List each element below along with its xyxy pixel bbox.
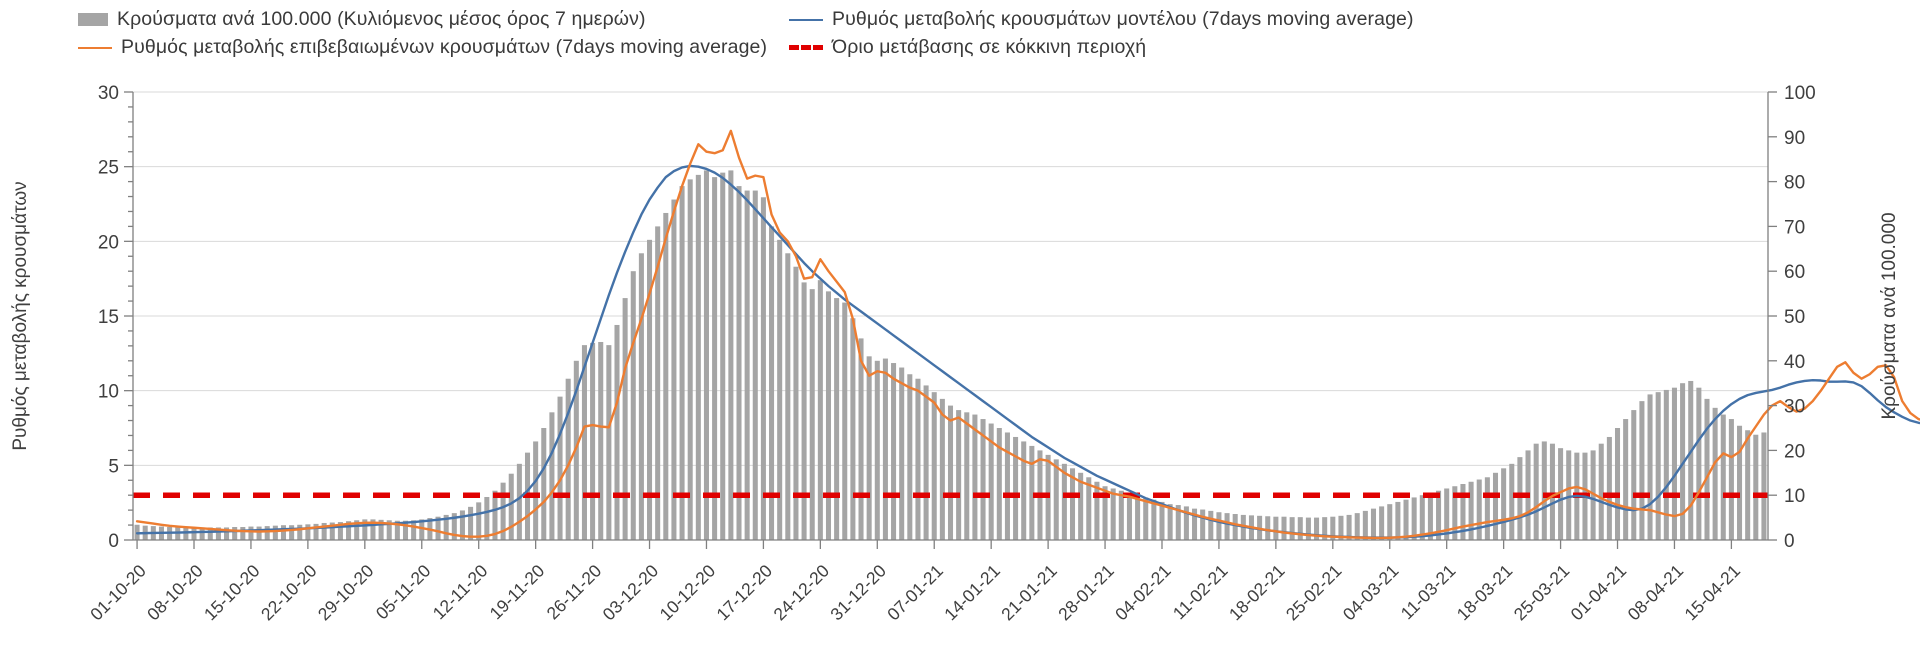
- y-axis-left-tick: 25: [98, 158, 119, 179]
- x-axis-tick-label: 08-04-21: [1624, 561, 1688, 625]
- x-axis-tick-label: 12-11-20: [429, 560, 492, 623]
- y-axis-right-title: Κρούσματα ανά 100.000: [1879, 212, 1900, 419]
- y-axis-left-tick: 30: [98, 83, 119, 104]
- dashed-swatch-icon-red: [789, 45, 823, 50]
- y-axis-right-tick: 50: [1784, 307, 1805, 328]
- x-axis-tick-label: 26-11-20: [543, 560, 606, 623]
- y-axis-right-tick: 10: [1784, 486, 1805, 507]
- line-swatch-icon-orange: [78, 46, 112, 49]
- x-axis-tick-label: 18-03-21: [1453, 561, 1517, 625]
- x-axis-tick-label: 03-12-20: [599, 560, 663, 624]
- legend-label-threshold: Όριο μετάβασης σε κόκκινη περιοχή: [832, 36, 1147, 58]
- y-axis-left-tick: 5: [108, 456, 119, 477]
- y-axis-right-tick: 90: [1784, 128, 1805, 149]
- x-axis-tick-label: 28-01-21: [1054, 561, 1118, 625]
- y-axis-right-tick: 70: [1784, 217, 1805, 238]
- legend-label-model-rate: Ρυθμός μεταβολής κρουσμάτων μοντέλου (7d…: [832, 8, 1414, 30]
- y-axis-right-tick: 20: [1784, 441, 1805, 462]
- x-axis-tick-label: 14-01-21: [940, 561, 1004, 625]
- legend-item-threshold: Όριο μετάβασης σε κόκκινη περιοχή: [789, 36, 1146, 59]
- bar-series: [134, 170, 1767, 541]
- x-axis-tick-label: 25-03-21: [1510, 561, 1574, 625]
- y-axis-left-tick: 15: [98, 307, 119, 328]
- x-axis-tick-label: 18-02-21: [1225, 561, 1289, 625]
- y-axis-right-tick: 60: [1784, 262, 1805, 283]
- legend-item-model-rate: Ρυθμός μεταβολής κρουσμάτων μοντέλου (7d…: [789, 8, 1414, 31]
- x-axis-tick-label: 04-02-21: [1111, 561, 1175, 625]
- x-axis-tick-label: 08-10-20: [143, 560, 207, 624]
- legend-item-cases-per-100k: Κρούσματα ανά 100.000 (Κυλιόμενος μέσος …: [78, 8, 646, 31]
- x-axis-tick-label: 15-04-21: [1680, 561, 1744, 625]
- x-axis-tick-label: 15-10-20: [200, 560, 264, 624]
- y-axis-left-tick: 10: [98, 382, 119, 403]
- x-axis-tick-label: 11-03-21: [1397, 561, 1460, 624]
- x-axis-tick-label: 11-02-21: [1169, 561, 1232, 624]
- y-axis-left-tick: 0: [108, 531, 119, 552]
- legend-label-cases-per-100k: Κρούσματα ανά 100.000 (Κυλιόμενος μέσος …: [117, 8, 646, 30]
- x-axis-tick-label: 21-01-21: [997, 561, 1061, 625]
- x-axis-tick-label: 19-11-20: [486, 560, 549, 623]
- y-axis-right-tick: 80: [1784, 173, 1805, 194]
- bar-swatch-icon: [78, 13, 108, 26]
- legend-label-confirmed-rate: Ρυθμός μεταβολής επιβεβαιωμένων κρουσμάτ…: [121, 36, 768, 58]
- x-axis-tick-label: 17-12-20: [712, 560, 776, 624]
- chart-legend: Κρούσματα ανά 100.000 (Κυλιόμενος μέσος …: [0, 0, 1920, 62]
- y-axis-right-tick: 40: [1784, 352, 1805, 373]
- x-axis-tick-label: 22-10-20: [257, 560, 321, 624]
- y-axis-left-title: Ρυθμός μεταβολής κρουσμάτων: [10, 181, 31, 450]
- y-axis-right-tick: 30: [1784, 397, 1805, 418]
- legend-item-confirmed-rate: Ρυθμός μεταβολής επιβεβαιωμένων κρουσμάτ…: [78, 36, 767, 59]
- x-axis-tick-label: 10-12-20: [656, 560, 720, 624]
- y-axis-right-tick: 0: [1784, 531, 1795, 552]
- x-axis-tick-label: 07-01-21: [883, 561, 947, 625]
- x-axis-tick-label: 01-10-20: [86, 560, 150, 624]
- x-axis-tick-label: 04-03-21: [1339, 561, 1403, 625]
- x-axis-tick-label: 01-04-21: [1567, 561, 1631, 625]
- y-axis-right-tick: 100: [1784, 83, 1816, 104]
- x-axis-tick-label: 29-10-20: [314, 560, 378, 624]
- line-swatch-icon-blue: [789, 18, 823, 21]
- y-axis-left-tick: 20: [98, 232, 119, 253]
- x-axis-tick-label: 25-02-21: [1282, 561, 1346, 625]
- x-axis-tick-label: 31-12-20: [826, 560, 890, 624]
- x-axis-tick-label: 05-11-20: [372, 560, 435, 623]
- x-axis-tick-label: 24-12-20: [769, 560, 833, 624]
